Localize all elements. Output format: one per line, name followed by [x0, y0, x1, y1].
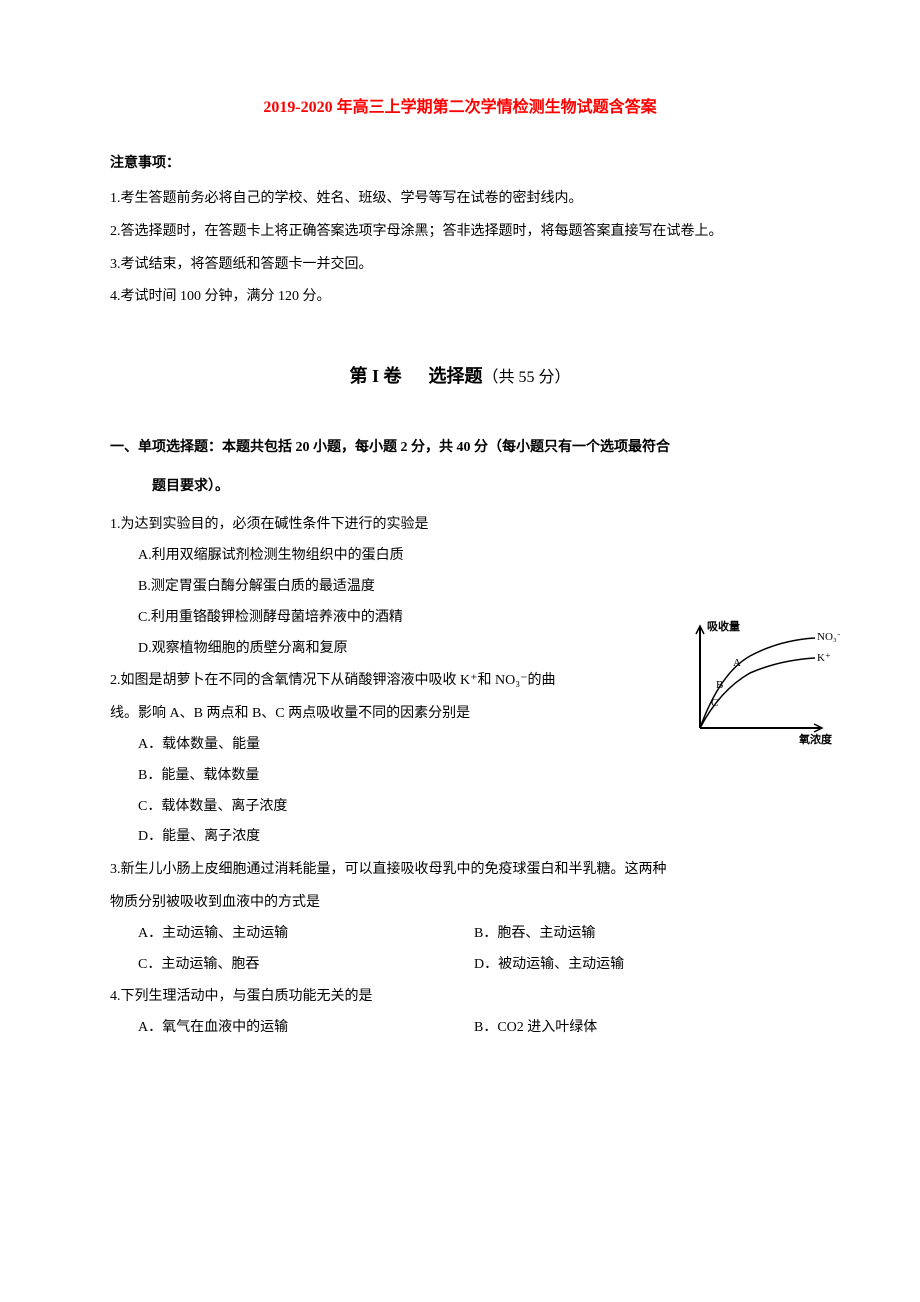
question-4: 4.下列生理活动中，与蛋白质功能无关的是	[110, 982, 810, 1013]
section-score: （共 55 分）	[483, 369, 571, 386]
section-title: 第 I 卷 选择题（共 55 分）	[110, 357, 810, 397]
chart-point-a: A	[733, 657, 741, 669]
q3-option-a: A．主动运输、主动运输	[138, 919, 474, 950]
question-3-l1: 3.新生儿小肠上皮细胞通过消耗能量，可以直接吸收母乳中的免疫球蛋白和半乳糖。这两…	[110, 855, 810, 886]
section-name: 选择题	[429, 366, 483, 386]
q2-option-c: C．载体数量、离子浓度	[110, 792, 810, 823]
chart-point-b: B	[716, 679, 723, 691]
notice-item-4: 4.考试时间 100 分钟，满分 120 分。	[110, 282, 810, 313]
q3-option-b: B．胞吞、主动运输	[474, 919, 810, 950]
absorption-chart: A B C 吸收量 氧浓度 NO₃⁻ K⁺	[680, 618, 840, 753]
part1-instruction-l1: 一、单项选择题：本题共包括 20 小题，每小题 2 分，共 40 分（每小题只有…	[110, 433, 810, 464]
chart-series-no3: NO₃⁻	[817, 631, 840, 643]
chart-point-c: C	[711, 697, 718, 709]
q4-option-b: B．CO2 进入叶绿体	[474, 1013, 810, 1044]
notice-heading: 注意事项：	[110, 149, 810, 180]
q3-option-c: C．主动运输、胞吞	[138, 950, 474, 981]
document-title: 2019-2020 年高三上学期第二次学情检测生物试题含答案	[110, 90, 810, 125]
chart-series-k: K⁺	[817, 652, 831, 664]
notice-item-1: 1.考生答题前务必将自己的学校、姓名、班级、学号等写在试卷的密封线内。	[110, 184, 810, 215]
q1-option-b: B.测定胃蛋白酶分解蛋白质的最适温度	[110, 572, 810, 603]
q3-option-d: D．被动运输、主动运输	[474, 950, 810, 981]
part1-instruction-l2: 题目要求）。	[110, 472, 810, 503]
question-3-l2: 物质分别被吸收到血液中的方式是	[110, 888, 810, 919]
notice-item-3: 3.考试结束，将答题纸和答题卡一并交回。	[110, 250, 810, 281]
q3-row-2: C．主动运输、胞吞 D．被动运输、主动运输	[110, 950, 810, 981]
question-2-container: D.观察植物细胞的质壁分离和复原 A B C 吸收量 氧浓度 NO₃⁻ K⁺ 2…	[110, 634, 810, 854]
chart-ylabel: 吸收量	[707, 619, 740, 633]
q2-option-b: B．能量、载体数量	[110, 761, 810, 792]
chart-xlabel: 氧浓度	[798, 732, 833, 746]
q3-row-1: A．主动运输、主动运输 B．胞吞、主动运输	[110, 919, 810, 950]
notice-item-2: 2.答选择题时，在答题卡上将正确答案选项字母涂黑；答非选择题时，将每题答案直接写…	[110, 217, 810, 248]
section-label: 第 I 卷	[349, 366, 401, 386]
chart-curve-k	[700, 658, 815, 728]
question-1: 1.为达到实验目的，必须在碱性条件下进行的实验是	[110, 510, 810, 541]
q4-row-1: A．氧气在血液中的运输 B．CO2 进入叶绿体	[110, 1013, 810, 1044]
q2-option-d: D．能量、离子浓度	[110, 822, 810, 853]
q1-option-a: A.利用双缩脲试剂检测生物组织中的蛋白质	[110, 541, 810, 572]
q4-option-a: A．氧气在血液中的运输	[138, 1013, 474, 1044]
